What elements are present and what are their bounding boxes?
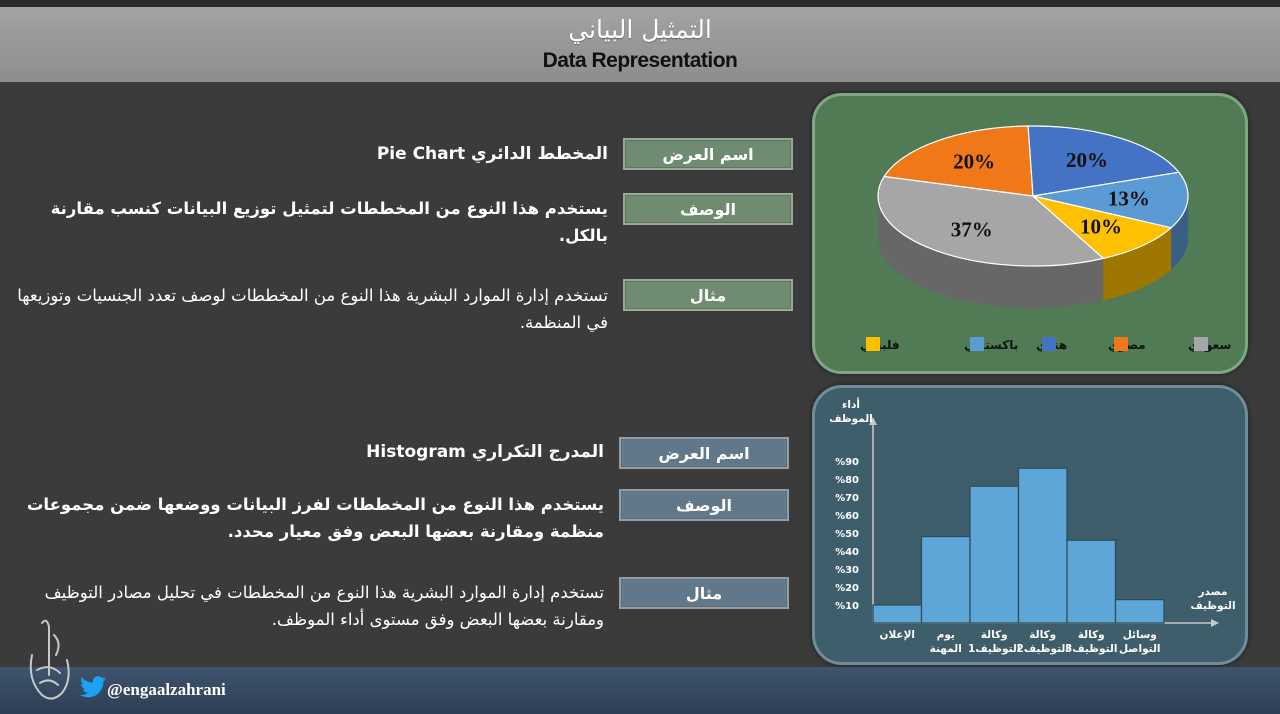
x-tick-label: الإعلان [879,629,915,641]
page-title-arabic: التمثيل البياني [568,15,712,44]
pie-value-label: 20% [953,150,995,174]
pie-value-label: 13% [1108,187,1150,211]
x-tick-label: التواصل [1119,643,1161,655]
x-tick-label: وسائل [1123,629,1157,641]
pie-slice [1032,195,1173,260]
top-strip [0,0,1280,7]
pie-slice [1032,171,1189,229]
y-tick-label: %30 [835,565,859,576]
y-axis-arrow-icon [869,417,877,425]
example-label-hist: مثال [619,577,789,609]
histogram-panel: %10 %20 %30 %40 %50 %60 %70 %80 %90 الإعلان يوم الم… [812,385,1248,665]
y-tick-label: %40 [835,547,859,558]
page-title-english: Data Representation [542,49,738,72]
y-tick-label: %20 [835,583,859,594]
x-axis-arrow-icon [1211,619,1219,627]
pie-legend-swatch [1114,337,1128,351]
y-tick-label: %70 [835,493,859,504]
x-tick-label: التوظيف3 [1065,643,1117,655]
y-axis-title: الموظف [829,413,873,425]
desc-value-pie: يستخدم هذا النوع من المخططات لتمثيل توزي… [50,199,608,245]
pie-chart-panel: 37%20%20%13%10%سعوديمصريهنديباكستانيفلبي… [812,93,1248,374]
example-label-pie: مثال [623,279,793,311]
x-tick-label: يوم [937,629,955,641]
x-axis-title: التوظيف [1190,600,1235,612]
twitter-bird-icon[interactable] [80,676,106,698]
pie-legend-swatch [866,337,880,351]
pie-slice [1027,125,1180,197]
x-tick-label: وكالة [1078,629,1105,641]
pie-chart: 37%20%20%13%10%سعوديمصريهنديباكستانيفلبي… [860,125,1231,353]
x-axis-title: مصدر [1198,586,1228,598]
desc-label-pie: الوصف [623,193,793,225]
name-label-hist: اسم العرض [619,437,789,469]
y-tick-label: %50 [835,529,859,540]
pie-slice-side [1171,196,1188,270]
y-axis-title: أداء [842,397,860,411]
pie-value-label: 37% [951,217,993,241]
y-tick-label: %60 [835,511,859,522]
calligraphy-logo-icon [29,619,70,700]
histogram-chart: %10 %20 %30 %40 %50 %60 %70 %80 %90 الإعلان يوم الم… [829,397,1235,655]
histogram-bar [969,485,1020,624]
histogram-bar [1017,467,1068,624]
name-value-pie: المخطط الدائري Pie Chart [376,144,608,164]
y-tick-label: %10 [835,601,859,612]
footer-bar [0,667,1280,714]
example-value-pie: تستخدم إدارة الموارد البشرية هذا النوع م… [17,286,608,332]
pie-slice-side [878,196,1104,308]
x-tick-label: التوظيف1 [968,643,1020,655]
histogram-bar [920,536,971,624]
pie-legend-swatch [1194,337,1208,351]
desc-label-hist: الوصف [619,489,789,521]
pie-slice-side [1103,227,1172,301]
pie-legend-swatch [970,337,984,351]
pie-slice [877,175,1105,267]
histogram-bar [872,604,923,624]
desc-value-hist: يستخدم هذا النوع من المخططات لفرز البيان… [26,495,604,541]
pie-legend-swatch [1042,337,1056,351]
histogram-bar [1066,539,1117,624]
histogram-bar [1114,599,1165,624]
x-tick-label: وكالة [981,629,1008,641]
name-label-pie: اسم العرض [623,138,793,170]
pie-value-label: 20% [1066,148,1108,172]
x-tick-label: وكالة [1029,629,1056,641]
x-tick-label: المهنة [930,643,962,655]
pie-slice [883,125,1034,197]
y-tick-label: %90 [835,457,859,468]
page-header: التمثيل البياني Data Representation [0,7,1280,82]
pie-value-label: 10% [1080,215,1122,239]
name-value-hist: المدرج التكراري Histogram [366,442,604,462]
example-value-hist: تستخدم إدارة الموارد البشرية هذا النوع م… [44,583,604,629]
twitter-handle[interactable]: @engaalzahrani [107,680,226,699]
x-tick-label: التوظيف2 [1017,643,1069,655]
y-tick-label: %80 [835,475,859,486]
